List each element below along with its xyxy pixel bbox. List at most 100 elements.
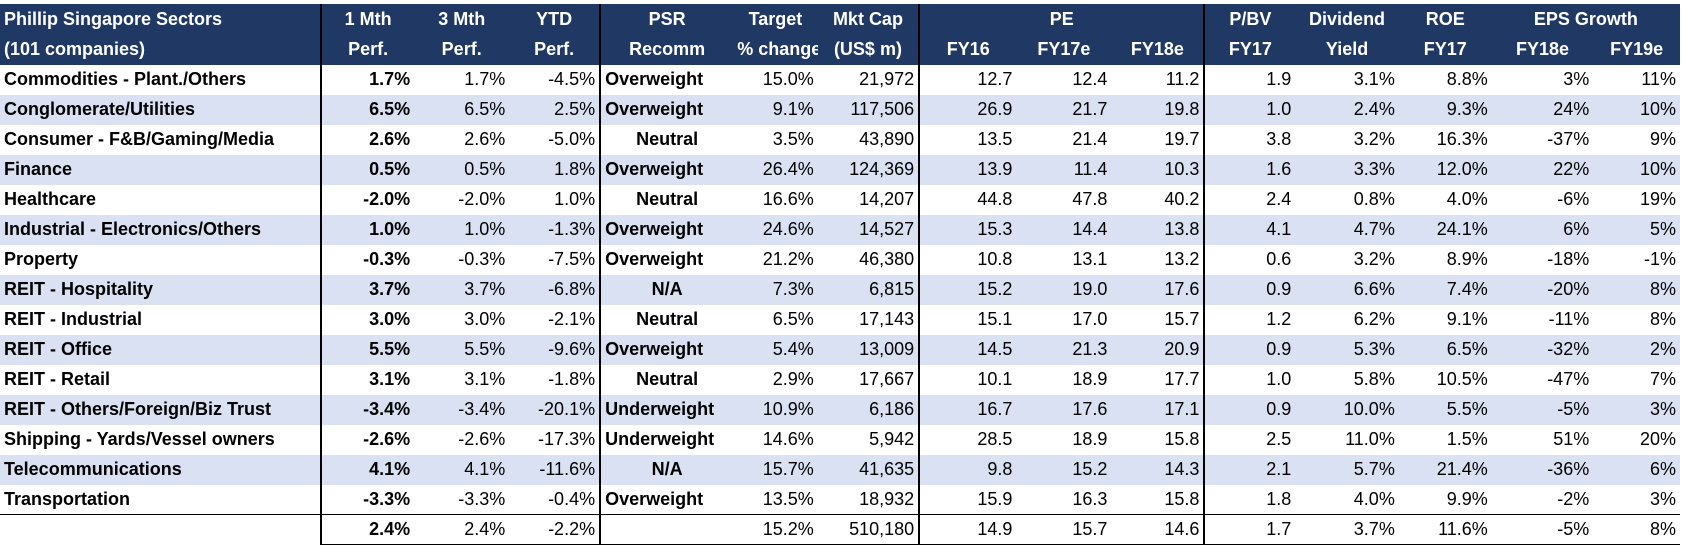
mkt-cap: 18,932 (817, 484, 921, 515)
perf-ytd: -9.6% (509, 334, 602, 365)
perf-ytd: -7.5% (509, 244, 602, 275)
sector-name: Property (0, 244, 323, 275)
perf-ytd: -2.1% (509, 304, 602, 335)
eps-growth-fy18e: 6% (1491, 214, 1594, 245)
mkt-cap: 21,972 (817, 64, 921, 95)
pbv-fy17: 2.5 (1266, 429, 1292, 449)
pbv-fy17: 1.6 (1204, 154, 1296, 185)
pe-fy18e: 14.3 (1111, 454, 1206, 485)
roe-fy17: 4.0% (1446, 189, 1488, 209)
eps-growth-fy18e: -6% (1557, 189, 1590, 209)
mkt-cap: 17,143 (817, 304, 921, 335)
total-recomm (600, 514, 734, 545)
perf-1m: 2.6% (369, 129, 411, 149)
eps-growth-fy18e: 24% (1491, 94, 1594, 125)
sector-name: Commodities - Plant./Others (0, 64, 323, 95)
header-3m-perf: Perf. (414, 34, 510, 65)
roe-fy17: 9.1% (1446, 309, 1488, 329)
roe-fy17: 8.8% (1446, 69, 1488, 89)
header-eps-growth: EPS Growth (1491, 4, 1680, 35)
target-change: 26.4% (733, 154, 818, 185)
dividend-yield: 4.7% (1295, 214, 1399, 245)
perf-ytd: -4.5% (509, 64, 602, 95)
sector-name: REIT - Office (0, 334, 323, 365)
eps-growth-fy19e: -1% (1643, 249, 1676, 269)
psr-recomm: Overweight (600, 334, 734, 365)
eps-growth-fy19e: 3% (1593, 484, 1680, 515)
psr-recomm: Underweight (600, 394, 734, 425)
pe-fy18e: 10.3 (1111, 154, 1206, 185)
psr-recomm: Neutral (636, 369, 699, 389)
pe-fy17e: 14.4 (1016, 214, 1112, 245)
pe-fy18e: 19.7 (1111, 124, 1206, 155)
sector-valuation-table: Phillip Singapore Sectors 1 Mth 3 Mth YT… (0, 4, 1680, 545)
dividend-yield: 3.3% (1295, 154, 1399, 185)
target-change: 2.9% (772, 369, 814, 389)
psr-recomm: Overweight (600, 94, 734, 125)
header-target: Target (733, 4, 818, 35)
total-mktcap: 510,180 (817, 514, 921, 545)
psr-recomm: Neutral (636, 189, 699, 209)
pbv-fy17: 1.0 (1266, 369, 1292, 389)
pe-fy16: 14.5 (919, 334, 1017, 365)
dividend-yield: 11.0% (1345, 429, 1395, 449)
perf-1m: 4.1% (321, 454, 415, 485)
target-change: 16.6% (762, 189, 814, 209)
pe-fy16: 15.3 (919, 214, 1017, 245)
perf-3m: -0.3% (458, 249, 506, 269)
table-header: Phillip Singapore Sectors 1 Mth 3 Mth YT… (0, 4, 1680, 65)
pe-fy17e: 21.7 (1016, 94, 1112, 125)
eps-growth-fy18e: -36% (1491, 454, 1594, 485)
perf-1m: -0.3% (363, 249, 411, 269)
header-psr: PSR (600, 4, 734, 35)
pe-fy18e: 17.7 (1111, 364, 1206, 395)
roe-fy17: 10.5% (1436, 369, 1488, 389)
pe-fy17e: 12.4 (1072, 69, 1108, 89)
psr-recomm: Neutral (636, 309, 699, 329)
perf-3m: 1.7% (464, 69, 506, 89)
table-row: Commodities - Plant./Others 1.7% 1.7% -4.5%… (0, 64, 1680, 95)
psr-recomm: Neutral (636, 129, 699, 149)
pe-fy18e: 15.7 (1111, 304, 1206, 335)
roe-fy17: 16.3% (1436, 129, 1488, 149)
roe-fy17: 21.4% (1398, 454, 1492, 485)
pe-fy16: 28.5 (977, 429, 1013, 449)
pe-fy18e: 15.8 (1111, 484, 1206, 515)
eps-growth-fy19e: 3% (1593, 394, 1680, 425)
roe-fy17: 9.9% (1398, 484, 1492, 515)
header-sector: Phillip Singapore Sectors (0, 4, 323, 35)
total-1m: 2.4% (321, 514, 415, 545)
dividend-yield: 6.2% (1353, 309, 1395, 329)
pbv-fy17: 0.9 (1204, 334, 1296, 365)
perf-ytd: 1.8% (509, 154, 602, 185)
psr-recomm: Overweight (600, 214, 734, 245)
header-1m-perf: Perf. (321, 34, 415, 65)
perf-3m: 3.0% (464, 309, 506, 329)
pe-fy17e: 17.0 (1072, 309, 1108, 329)
table-total-row: 2.4% 2.4% -2.2% 15.2% 510,180 14.9 15.7 … (0, 514, 1680, 545)
eps-growth-fy19e: 9% (1649, 129, 1676, 149)
pe-fy17e: 16.3 (1016, 484, 1112, 515)
target-change: 21.2% (762, 249, 814, 269)
total-roe: 11.6% (1398, 514, 1492, 545)
pe-fy16: 26.9 (919, 94, 1017, 125)
mkt-cap: 43,890 (817, 124, 921, 155)
dividend-yield: 3.2% (1353, 129, 1395, 149)
eps-growth-fy19e: 19% (1639, 189, 1676, 209)
dividend-yield: 5.3% (1295, 334, 1399, 365)
header-usd-m: (US$ m) (817, 34, 921, 65)
roe-fy17: 5.5% (1398, 394, 1492, 425)
eps-growth-fy19e: 20% (1639, 429, 1676, 449)
table-body: Commodities - Plant./Others 1.7% 1.7% -4.5%… (0, 64, 1680, 515)
perf-3m: 5.5% (414, 334, 510, 365)
eps-growth-fy19e: 10% (1593, 154, 1680, 185)
perf-ytd: -6.8% (509, 274, 602, 305)
sector-name: REIT - Hospitality (0, 274, 323, 305)
header-eps-fy19e: FY19e (1593, 34, 1680, 65)
header-mktcap: Mkt Cap (817, 4, 921, 35)
pbv-fy17: 2.1 (1204, 454, 1296, 485)
pe-fy16: 15.1 (977, 309, 1013, 329)
header-company-count: (101 companies) (0, 34, 323, 65)
target-change: 10.9% (733, 394, 818, 425)
